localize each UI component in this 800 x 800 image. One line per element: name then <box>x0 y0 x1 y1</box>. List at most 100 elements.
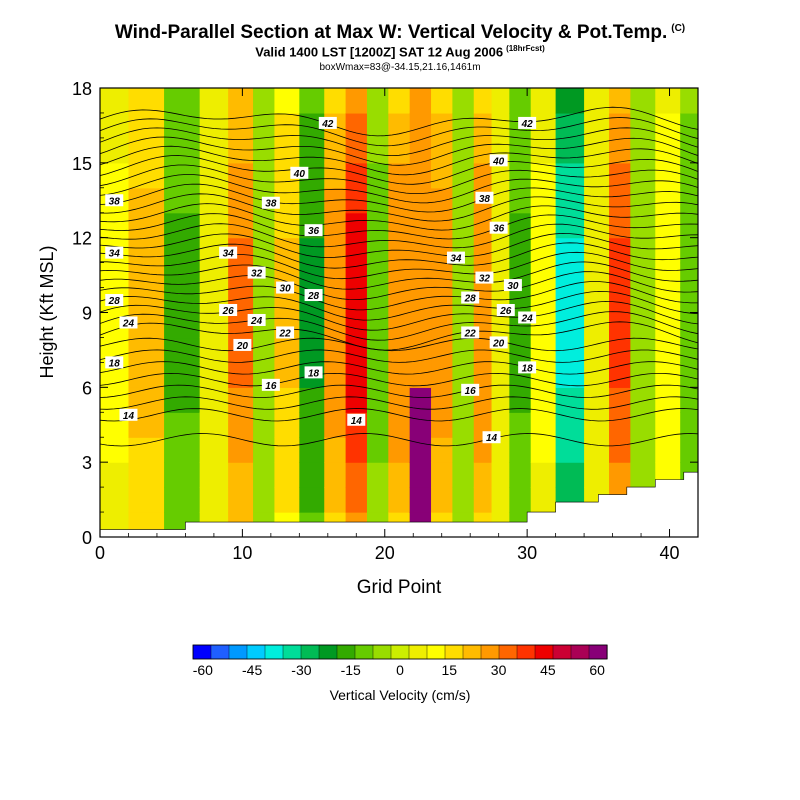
velocity-cell <box>473 137 493 164</box>
svg-text:26: 26 <box>222 306 235 317</box>
velocity-cell <box>228 387 254 413</box>
velocity-cell <box>452 187 475 214</box>
velocity-cell <box>431 88 453 114</box>
velocity-cell <box>164 88 201 114</box>
velocity-cell <box>345 487 368 513</box>
velocity-cell <box>345 437 368 463</box>
svg-text:36: 36 <box>493 224 505 235</box>
colorbar-swatch <box>570 644 590 660</box>
velocity-cell <box>199 437 229 463</box>
velocity-cell <box>491 187 510 214</box>
velocity-cell <box>431 262 453 289</box>
velocity-cell <box>299 437 325 463</box>
velocity-cell <box>299 487 325 513</box>
velocity-cell <box>366 237 389 264</box>
velocity-cell <box>555 362 585 388</box>
theta-contour-line <box>100 408 698 422</box>
velocity-cell <box>555 462 585 488</box>
velocity-cell <box>366 362 389 388</box>
theta-contour-label: 30 <box>276 281 295 295</box>
velocity-cell <box>388 412 411 438</box>
colorbar-swatch <box>444 644 464 660</box>
colorbar-swatch <box>210 644 230 660</box>
svg-text:26: 26 <box>499 306 512 317</box>
theta-contour-line <box>100 349 698 363</box>
velocity-cell <box>630 387 656 413</box>
svg-text:22: 22 <box>464 328 477 339</box>
velocity-cell <box>630 362 656 388</box>
velocity-cell <box>530 437 557 463</box>
theta-contour-label: 24 <box>247 313 266 327</box>
velocity-cell <box>680 212 698 239</box>
y-tick-label: 9 <box>82 304 92 324</box>
velocity-cell <box>584 212 610 239</box>
theta-contour-line <box>100 117 698 147</box>
svg-text:20: 20 <box>236 341 249 352</box>
velocity-cell <box>409 162 432 189</box>
velocity-cell <box>324 387 347 413</box>
velocity-cell <box>584 237 610 264</box>
velocity-cell <box>366 137 389 164</box>
colorbar-swatch <box>336 644 356 660</box>
velocity-cell <box>530 287 557 314</box>
theta-contour-line <box>100 223 698 249</box>
velocity-cell <box>324 88 347 114</box>
velocity-cell <box>100 462 130 488</box>
velocity-cell <box>452 212 475 239</box>
velocity-cell <box>409 362 432 388</box>
velocity-cell <box>345 137 368 164</box>
velocity-cell <box>509 212 532 239</box>
svg-text:24: 24 <box>521 313 534 324</box>
velocity-cell <box>431 462 453 488</box>
velocity-cell <box>228 88 254 114</box>
velocity-cell <box>452 137 475 164</box>
velocity-cell <box>128 262 165 289</box>
theta-contour-line <box>100 183 698 213</box>
colorbar-swatch <box>282 644 302 660</box>
velocity-cell <box>530 187 557 214</box>
velocity-cell <box>680 187 698 214</box>
velocity-cell <box>164 462 201 488</box>
theta-contour-label: 20 <box>233 338 252 352</box>
velocity-cell <box>128 112 165 139</box>
velocity-cell <box>409 387 432 413</box>
theta-contour-label: 32 <box>247 266 266 280</box>
y-tick-label: 6 <box>82 378 92 398</box>
velocity-cell <box>274 237 300 264</box>
velocity-cell <box>431 412 453 438</box>
svg-text:28: 28 <box>307 291 320 302</box>
velocity-cell <box>345 262 368 289</box>
theta-contour-label: 36 <box>489 221 508 235</box>
velocity-cell <box>345 337 368 363</box>
svg-text:36: 36 <box>308 226 320 237</box>
velocity-cell <box>452 112 475 139</box>
colorbar: -60 -45 -30 -15 0 15 30 45 60 <box>192 644 608 678</box>
velocity-cell <box>100 487 130 513</box>
velocity-cell <box>491 112 510 139</box>
velocity-cell <box>253 88 276 114</box>
y-tick-label: 18 <box>72 79 92 99</box>
velocity-cell <box>630 112 656 139</box>
theta-contour-label: 24 <box>119 316 138 329</box>
velocity-cell <box>253 162 276 189</box>
colorbar-swatch <box>534 644 554 660</box>
velocity-cell <box>274 212 300 239</box>
colorbar-swatch <box>300 644 320 660</box>
velocity-cell <box>253 462 276 488</box>
velocity-cell <box>324 462 347 488</box>
velocity-cell <box>228 487 254 513</box>
theta-contour-line <box>100 136 698 166</box>
colorbar-tick-label: -45 <box>242 662 262 678</box>
velocity-cell <box>473 362 493 388</box>
velocity-cell <box>530 88 557 114</box>
velocity-cell <box>491 487 510 513</box>
theta-contour-label: 16 <box>461 383 480 397</box>
velocity-cell <box>431 487 453 513</box>
velocity-cell <box>555 88 585 114</box>
velocity-cell <box>431 162 453 189</box>
theta-contour-label: 32 <box>475 271 494 285</box>
colorbar-swatch <box>462 644 482 660</box>
velocity-cell <box>630 312 656 339</box>
svg-text:28: 28 <box>108 296 121 307</box>
velocity-cell <box>509 412 532 438</box>
